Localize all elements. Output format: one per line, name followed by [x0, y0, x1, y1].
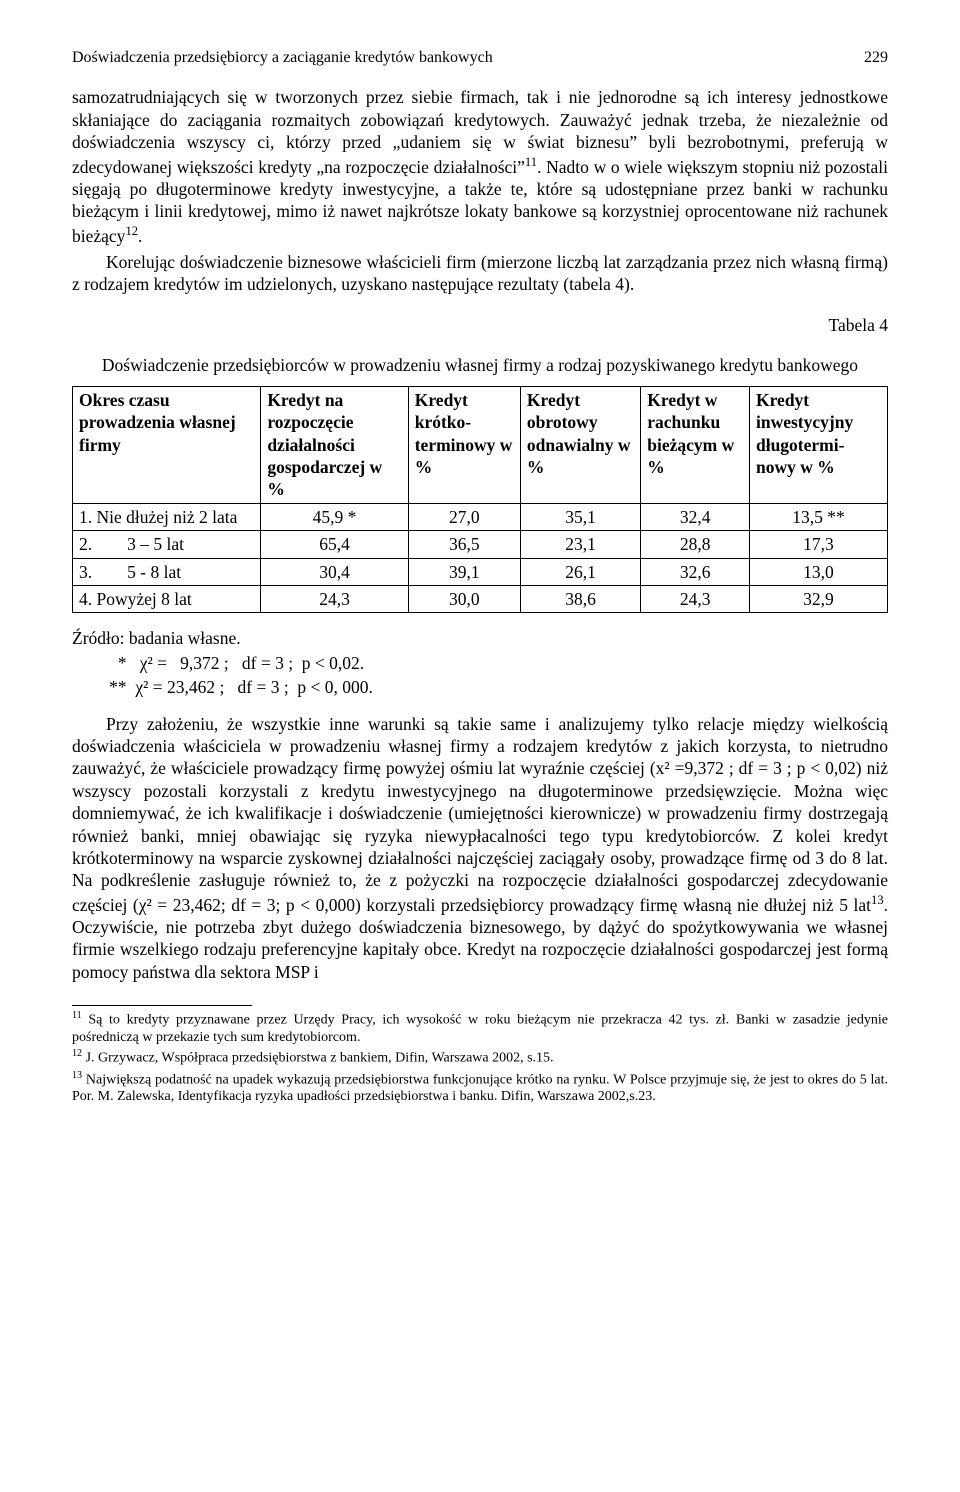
col-header-5: Kredyt inwestycyjny długotermi-nowy w % — [749, 386, 887, 503]
footnote-13-text: Największą podatność na upadek wykazują … — [72, 1072, 888, 1104]
cell: 32,4 — [641, 503, 750, 530]
footnotes-separator — [72, 1005, 252, 1006]
footnote-11-text: Są to kredyty przyznawane przez Urzędy P… — [72, 1013, 888, 1045]
row-label: 3. 5 - 8 lat — [73, 558, 261, 585]
table-source: Źródło: badania własne. — [72, 627, 888, 649]
cell: 36,5 — [408, 531, 520, 558]
cell: 13,0 — [749, 558, 887, 585]
cell: 30,4 — [261, 558, 408, 585]
cell: 65,4 — [261, 531, 408, 558]
row-label: 2. 3 – 5 lat — [73, 531, 261, 558]
table-header-row: Okres czasu prowadzenia własnej firmy Kr… — [73, 386, 888, 503]
stat-line-2: ** χ² = 23,462 ; df = 3 ; p < 0, 000. — [72, 676, 888, 698]
cell: 32,6 — [641, 558, 750, 585]
page-number: 229 — [864, 48, 888, 68]
footnote-12-text: J. Grzywacz, Współpraca przedsiębiorstwa… — [82, 1051, 553, 1066]
table-title: Doświadczenie przedsiębiorców w prowadze… — [72, 354, 888, 376]
footnote-ref-11: 11 — [525, 155, 537, 169]
paragraph-3: Przy założeniu, że wszystkie inne warunk… — [72, 713, 888, 984]
col-header-1: Kredyt na rozpoczęcie działalności gospo… — [261, 386, 408, 503]
table-row: 4. Powyżej 8 lat 24,3 30,0 38,6 24,3 32,… — [73, 586, 888, 613]
cell: 30,0 — [408, 586, 520, 613]
cell: 35,1 — [520, 503, 640, 530]
cell: 23,1 — [520, 531, 640, 558]
cell: 45,9 * — [261, 503, 408, 530]
col-header-3: Kredyt obrotowy odnawialny w % — [520, 386, 640, 503]
running-title: Doświadczenia przedsiębiorcy a zaciągani… — [72, 48, 493, 68]
row-label: 4. Powyżej 8 lat — [73, 586, 261, 613]
cell: 39,1 — [408, 558, 520, 585]
table-row: 1. Nie dłużej niż 2 lata 45,9 * 27,0 35,… — [73, 503, 888, 530]
stat-line-1: * χ² = 9,372 ; df = 3 ; p < 0,02. — [72, 652, 888, 674]
col-header-0: Okres czasu prowadzenia własnej firmy — [73, 386, 261, 503]
cell: 24,3 — [641, 586, 750, 613]
table-row: 3. 5 - 8 lat 30,4 39,1 26,1 32,6 13,0 — [73, 558, 888, 585]
row-label: 1. Nie dłużej niż 2 lata — [73, 503, 261, 530]
cell: 13,5 ** — [749, 503, 887, 530]
cell: 27,0 — [408, 503, 520, 530]
page-header: Doświadczenia przedsiębiorcy a zaciągani… — [72, 48, 888, 68]
table-row: 2. 3 – 5 lat 65,4 36,5 23,1 28,8 17,3 — [73, 531, 888, 558]
col-header-4: Kredyt w rachunku bieżącym w % — [641, 386, 750, 503]
footnote-13: 13 Największą podatność na upadek wykazu… — [72, 1070, 888, 1106]
table-caption: Tabela 4 — [72, 314, 888, 336]
cell: 38,6 — [520, 586, 640, 613]
cell: 28,8 — [641, 531, 750, 558]
col-header-2: Kredyt krótko-terminowy w % — [408, 386, 520, 503]
cell: 17,3 — [749, 531, 887, 558]
footnote-ref-13: 13 — [871, 893, 884, 907]
paragraph-1: samozatrudniających się w tworzonych prz… — [72, 86, 888, 246]
p3-text-a: Przy założeniu, że wszystkie inne warunk… — [72, 714, 888, 915]
cell: 24,3 — [261, 586, 408, 613]
cell: 32,9 — [749, 586, 887, 613]
footnote-11: 11 Są to kredyty przyznawane przez Urzęd… — [72, 1010, 888, 1046]
footnote-ref-12: 12 — [125, 224, 138, 238]
cell: 26,1 — [520, 558, 640, 585]
paragraph-2: Korelując doświadczenie biznesowe właści… — [72, 251, 888, 296]
footnote-12: 12 J. Grzywacz, Współpraca przedsiębiors… — [72, 1048, 888, 1067]
data-table: Okres czasu prowadzenia własnej firmy Kr… — [72, 386, 888, 614]
p1-text-c: . — [138, 225, 142, 245]
